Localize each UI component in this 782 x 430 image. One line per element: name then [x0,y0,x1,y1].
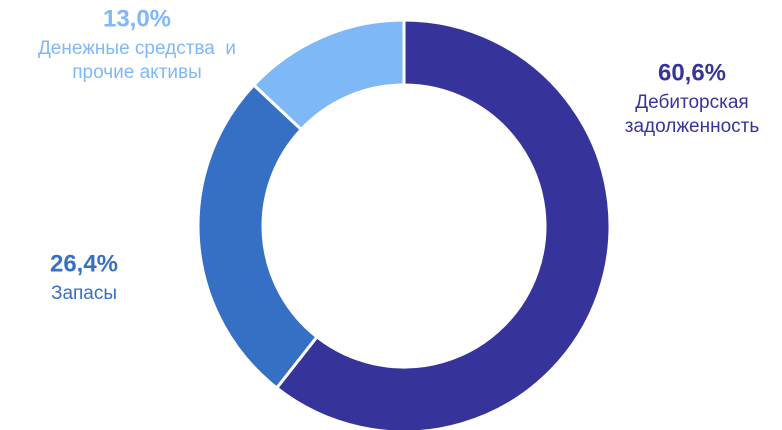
slice-3-category-label-line-1: Денежные средства и [38,38,236,59]
slice-2-category-label-line-1: Запасы [51,283,117,304]
slice-1-value-label: 60,6% [658,59,726,86]
slice-1-category-label-line-1: Дебиторская [635,92,748,113]
slice-3-category-label-line-2: прочие активы [72,62,202,83]
slice-group [196,18,612,430]
donut-slice-2 [196,82,319,391]
donut-slice-1 [274,18,612,430]
slice-1-category-label-line-2: задолженность [625,116,760,137]
label-group: 60,6% Дебиторская задолженность 26,4% Запасы… [38,5,759,304]
slice-2-value-label: 26,4% [50,250,118,277]
slice-3-value-label: 13,0% [103,5,171,32]
donut-slice-3 [251,18,406,132]
